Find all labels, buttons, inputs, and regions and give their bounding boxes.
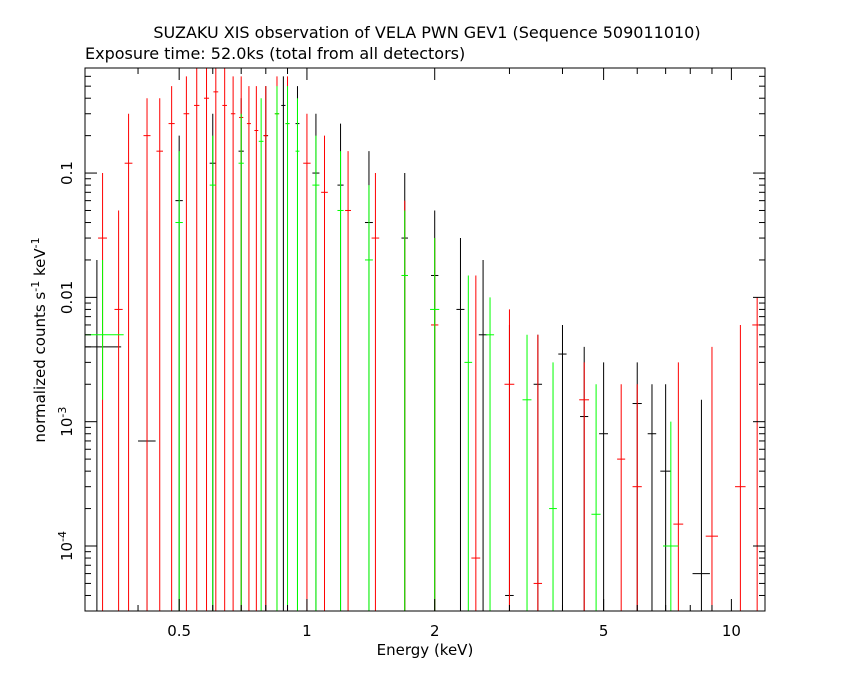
data-point-black-22 bbox=[660, 384, 671, 611]
data-point-red-11 bbox=[230, 76, 236, 611]
data-point-red-9 bbox=[213, 68, 219, 611]
data-point-red-15 bbox=[263, 86, 268, 611]
data-point-green-7 bbox=[295, 98, 300, 611]
x-tick-label: 0.5 bbox=[167, 622, 191, 640]
data-point-green-1 bbox=[175, 151, 183, 611]
y-axis-title-sup1: -1 bbox=[29, 281, 42, 292]
data-point-red-29 bbox=[632, 384, 642, 611]
data-point-red-27 bbox=[579, 362, 590, 611]
data-point-black-21 bbox=[647, 384, 657, 611]
data-point-red-19 bbox=[321, 135, 328, 611]
y-axis-title-mid: keV bbox=[31, 248, 49, 281]
data-point-green-5 bbox=[274, 86, 280, 611]
data-point-green-3 bbox=[238, 113, 244, 611]
data-point-red-24 bbox=[471, 275, 481, 611]
y-axis-title-main: normalized counts s bbox=[31, 292, 49, 443]
y-axis-title: normalized counts s-1 keV-1 bbox=[29, 237, 49, 442]
data-point-green-11 bbox=[401, 210, 408, 611]
data-point-red-14 bbox=[254, 86, 259, 611]
data-point-red-8 bbox=[203, 68, 210, 611]
y-tick-label: 0.1 bbox=[58, 161, 76, 185]
chart-title: SUZAKU XIS observation of VELA PWN GEV1 … bbox=[153, 23, 700, 42]
data-point-red-25 bbox=[504, 309, 515, 611]
x-axis-title: Energy (keV) bbox=[377, 641, 474, 659]
data-point-red-20 bbox=[345, 151, 351, 611]
data-point-red-21 bbox=[371, 173, 380, 611]
y-axis-title-sup2: -1 bbox=[29, 237, 42, 248]
data-point-green-12 bbox=[430, 238, 440, 611]
x-tick-label: 1 bbox=[302, 622, 312, 640]
data-point-red-31 bbox=[705, 346, 719, 611]
data-point-red-13 bbox=[246, 86, 251, 611]
data-point-red-2 bbox=[124, 113, 133, 611]
data-point-green-18 bbox=[662, 421, 679, 611]
data-point-red-26 bbox=[533, 334, 543, 611]
data-point-red-3 bbox=[143, 98, 151, 611]
data-point-red-6 bbox=[183, 76, 190, 611]
data-point-green-15 bbox=[522, 334, 532, 611]
data-point-green-0 bbox=[85, 259, 124, 400]
data-point-red-5 bbox=[168, 86, 175, 611]
data-point-red-10 bbox=[222, 68, 227, 611]
x-tick-label: 5 bbox=[599, 622, 609, 640]
data-point-green-14 bbox=[485, 297, 495, 611]
series-red bbox=[98, 68, 762, 611]
data-point-green-9 bbox=[337, 151, 344, 611]
y-tick-label: 10-4 bbox=[56, 531, 76, 561]
data-layer bbox=[85, 68, 762, 611]
x-tick-label: 2 bbox=[430, 622, 440, 640]
data-point-black-14 bbox=[478, 259, 488, 611]
data-point-black-17 bbox=[558, 324, 567, 611]
data-point-black-0 bbox=[85, 259, 122, 611]
data-point-black-23 bbox=[692, 399, 710, 611]
series-green bbox=[85, 86, 679, 611]
data-point-black-6 bbox=[281, 76, 286, 611]
data-point-green-2 bbox=[209, 135, 216, 611]
tick-layer: 0.5 1 2 5 10 10-4 10-3 0.01 0.1 bbox=[56, 68, 765, 640]
data-point-green-4 bbox=[258, 98, 264, 611]
y-tick-label: 10-3 bbox=[56, 407, 76, 437]
data-point-green-10 bbox=[364, 185, 373, 611]
data-point-red-33 bbox=[752, 297, 762, 611]
data-point-green-13 bbox=[464, 275, 473, 611]
data-point-green-16 bbox=[549, 362, 557, 611]
plot-frame bbox=[84, 67, 766, 612]
y-tick-label: 0.01 bbox=[58, 281, 76, 314]
chart-subtitle: Exposure time: 52.0ks (total from all de… bbox=[85, 44, 465, 63]
data-point-red-4 bbox=[156, 98, 163, 611]
data-point-red-7 bbox=[194, 68, 200, 611]
data-point-black-13 bbox=[456, 238, 465, 611]
data-point-green-8 bbox=[312, 135, 320, 611]
data-point-red-28 bbox=[617, 384, 626, 611]
x-tick-label: 10 bbox=[722, 622, 741, 640]
data-point-black-19 bbox=[599, 362, 608, 611]
data-point-red-18 bbox=[303, 113, 311, 611]
data-point-red-1 bbox=[114, 210, 123, 611]
data-point-red-30 bbox=[673, 362, 684, 611]
data-point-green-17 bbox=[591, 384, 601, 611]
data-point-green-6 bbox=[285, 86, 290, 611]
data-point-red-32 bbox=[735, 324, 746, 611]
